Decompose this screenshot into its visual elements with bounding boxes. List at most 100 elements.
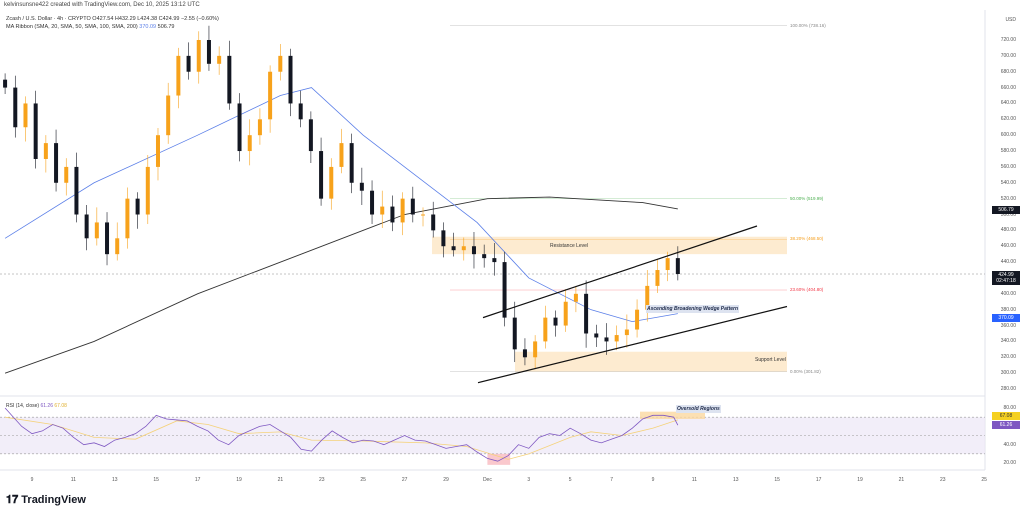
price-tick: 460.00	[1000, 243, 1016, 250]
candle-body	[553, 317, 558, 326]
time-tick: 17	[815, 477, 822, 483]
candle-body	[461, 246, 466, 251]
candle-body	[635, 309, 640, 330]
time-tick: 11	[70, 477, 76, 483]
candle-body	[380, 206, 385, 215]
candle-body	[227, 55, 232, 104]
ma50-value: 370.09	[139, 24, 157, 30]
rsi-tick: 40.00	[1003, 441, 1016, 448]
price-tick: 320.00	[1000, 354, 1016, 361]
time-tick: 11	[691, 477, 697, 483]
time-tick: 15	[153, 477, 159, 483]
candle-body	[206, 40, 211, 64]
candle-body	[329, 166, 334, 199]
ma200-price-tag: 506.79	[992, 206, 1020, 214]
candle-body	[125, 198, 130, 239]
time-tick: 25	[360, 477, 366, 483]
price-tick: 520.00	[1000, 195, 1016, 202]
candle-body	[400, 198, 405, 223]
candle-body	[594, 333, 599, 338]
candle-body	[675, 258, 680, 274]
time-tick: 23	[319, 477, 325, 483]
price-tick: 660.00	[1000, 84, 1016, 91]
rsi-tag: 61.26	[992, 421, 1020, 429]
candle-body	[135, 198, 140, 215]
price-tick: 340.00	[1000, 338, 1016, 345]
candle-body	[257, 119, 262, 136]
time-tick: 27	[401, 477, 408, 483]
candle-body	[186, 55, 191, 72]
candle-body	[247, 135, 252, 152]
price-tick: 720.00	[1000, 37, 1016, 43]
candle-body	[533, 341, 538, 358]
candle-body	[155, 135, 160, 167]
candle-body	[563, 301, 568, 326]
time-tick: 7	[610, 477, 613, 483]
rsi-label: RSI (14, close)	[6, 403, 40, 409]
price-tick: 480.00	[1000, 227, 1016, 234]
candle-countdown: 02:47:18	[996, 278, 1016, 284]
rsi-value: 61.26	[40, 403, 53, 409]
price-tick: 500.00	[1000, 211, 1016, 218]
price-tick: 300.00	[1000, 370, 1016, 377]
candle-body	[166, 95, 171, 136]
candle-body	[54, 143, 59, 183]
candle-body	[441, 230, 446, 247]
candle-body	[339, 143, 344, 167]
candle-body	[13, 87, 18, 128]
price-tick: 380.00	[1000, 306, 1016, 313]
candle-body	[74, 166, 79, 215]
currency-label: USD	[1005, 17, 1016, 23]
candle-body	[370, 190, 375, 215]
candle-body	[655, 270, 660, 286]
rsi-tick: 80.00	[1003, 405, 1016, 411]
tv-logo-icon: 𝟏𝟕	[6, 494, 22, 506]
tradingview-logo[interactable]: 𝟏𝟕 TradingView	[6, 494, 86, 507]
ma-ribbon-legend[interactable]: MA Ribbon (SMA, 20, SMA, 50, SMA, 100, S…	[6, 24, 174, 30]
candle-body	[645, 285, 650, 310]
candle-body	[94, 222, 99, 239]
fib-label: 23.60% (404.80)	[790, 287, 824, 293]
price-tick: 700.00	[1000, 52, 1016, 59]
price-tick: 360.00	[1000, 322, 1016, 329]
fib-label: 100.00% (738.16)	[790, 22, 826, 28]
time-tick: 21	[277, 477, 284, 483]
time-tick: 15	[774, 477, 780, 483]
candle-body	[115, 238, 120, 255]
rsi-ma-value: 67.08	[54, 403, 67, 409]
price-tick: 600.00	[1000, 132, 1016, 139]
overbought-zone	[640, 411, 705, 420]
resistance-zone	[432, 236, 787, 255]
brand-name: TradingView	[21, 494, 86, 506]
candle-body	[421, 214, 426, 216]
resistance-label: Resistance Level	[550, 243, 589, 249]
price-tick: 580.00	[1000, 148, 1016, 155]
fib-label: 38.20% (468.50)	[790, 236, 824, 242]
overbought-label: Oversold Regions	[676, 405, 721, 413]
price-tick: 280.00	[1000, 386, 1016, 392]
oversold-fill	[487, 453, 511, 465]
time-tick: 23	[940, 477, 946, 483]
candle-body	[492, 258, 497, 263]
candle-body	[288, 55, 293, 104]
candle-body	[359, 182, 364, 191]
price-tick: 680.00	[1000, 68, 1016, 75]
candle-body	[217, 55, 222, 64]
rsi-legend[interactable]: RSI (14, close) 61.26 67.08	[6, 403, 67, 409]
candle-body	[471, 246, 476, 255]
symbol-legend[interactable]: Zcash / U.S. Dollar · 4h · CRYPTO O427.5…	[6, 16, 219, 22]
candle-body	[614, 335, 619, 342]
candle-body	[268, 71, 273, 120]
time-tick: 5	[568, 477, 572, 483]
candle-body	[308, 119, 313, 152]
time-tick: 3	[527, 477, 531, 483]
time-tick: 9	[651, 477, 655, 483]
candle-body	[43, 143, 48, 159]
price-tick: 440.00	[1000, 259, 1016, 266]
price-tick: 620.00	[1000, 116, 1016, 123]
time-tick: 13	[112, 477, 118, 483]
candle-body	[84, 214, 89, 239]
time-tick: 21	[898, 477, 905, 483]
candle-body	[624, 329, 629, 336]
